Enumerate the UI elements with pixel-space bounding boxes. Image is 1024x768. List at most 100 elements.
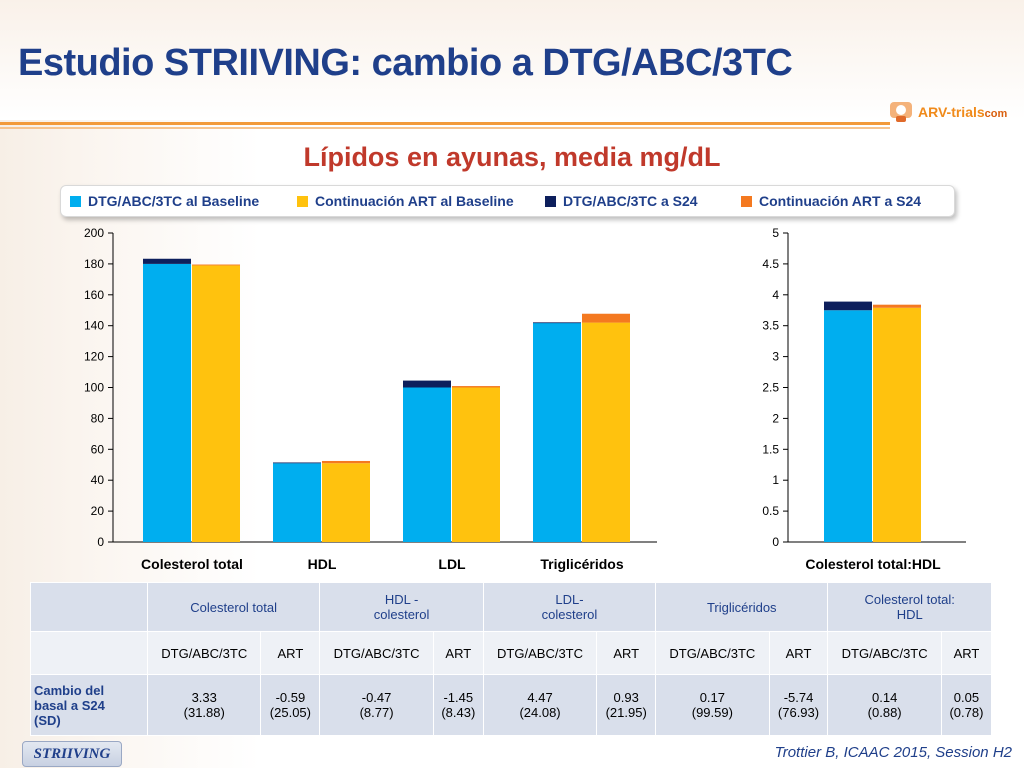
y-tick-label: 140 <box>84 319 104 333</box>
table-cell: 0.14 (0.88) <box>827 674 942 736</box>
lipids-bar-chart: 0 20 40 60 80 100 120 140 160 180 200 Colesterol to… <box>84 226 657 572</box>
y-tick-label: 160 <box>84 288 104 302</box>
chart-legend: DTG/ABC/3TC al Baseline Continuación ART… <box>60 185 955 217</box>
table-header-group: Colesterol total: HDL <box>827 582 992 632</box>
table-header-group: LDL-colesterol <box>482 582 657 632</box>
logo-suffix: com <box>984 108 1008 120</box>
bar-change-s24 <box>403 380 451 388</box>
table-subheader: ART <box>432 631 484 675</box>
table-header-group: Colesterol total <box>146 582 321 632</box>
legend-swatch-art-baseline <box>297 196 308 207</box>
table-subheader: ART <box>260 631 321 675</box>
table-subheader: ART <box>768 631 829 675</box>
chart-subtitle: Lípidos en ayunas, media mg/dL <box>303 142 721 172</box>
bar-change-s24 <box>533 322 581 324</box>
bar-change-s24 <box>452 386 500 388</box>
bar-change-s24 <box>322 460 370 464</box>
x-category-label: Triglicéridos <box>540 556 623 572</box>
table-cell: -0.47 (8.77) <box>319 674 434 736</box>
y-tick-label: 100 <box>84 381 104 395</box>
y-tick-label: 20 <box>91 504 105 518</box>
study-badge: STRIIVING <box>22 741 122 767</box>
bar-baseline <box>273 463 321 542</box>
logo-text: ARV-trialscom <box>918 104 1007 120</box>
table-corner-cell <box>30 631 148 675</box>
table-cell: 3.33 (31.88) <box>146 674 262 736</box>
y-tick-label: 5 <box>772 226 779 240</box>
title-divider-secondary <box>0 127 890 129</box>
title-divider <box>0 122 890 125</box>
y-tick-label: 1.5 <box>762 442 779 456</box>
bar-change-s24 <box>273 462 321 464</box>
legend-swatch-art-s24 <box>741 196 752 207</box>
lipid-change-table: Colesterol total HDL - colesterol LDL-col… <box>30 582 993 736</box>
y-tick-label: 120 <box>84 350 104 364</box>
y-tick-label: 2.5 <box>762 381 779 395</box>
logo-main: ARV-trials <box>918 104 985 120</box>
table-header-row: Colesterol total HDL - colesterol LDL-col… <box>30 582 992 632</box>
y-tick-label: 60 <box>91 442 105 456</box>
bar-baseline <box>533 322 581 542</box>
bar-baseline <box>452 387 500 542</box>
ratio-bar-chart: 0 0.5 1 1.5 2 2.5 3 3.5 4 4.5 5 Colesterol total:HD… <box>762 226 966 572</box>
citation: Trottier B, ICAAC 2015, Session H2 <box>774 744 1012 761</box>
bar-baseline <box>582 322 630 542</box>
table-subheader: DTG/ABC/3TC <box>482 631 598 675</box>
legend-label-dtg-s24: DTG/ABC/3TC a S24 <box>563 193 698 209</box>
y-tick-label: 3.5 <box>762 319 779 333</box>
legend-label-art-s24: Continuación ART a S24 <box>759 193 922 209</box>
table-subheader: ART <box>940 631 993 675</box>
y-tick-label: 0 <box>97 535 104 549</box>
table-cell: -0.59 (25.05) <box>260 674 321 736</box>
y-tick-label: 0.5 <box>762 504 779 518</box>
table-subheader: DTG/ABC/3TC <box>319 631 434 675</box>
table-subheader-row: DTG/ABC/3TC ART DTG/ABC/3TC ART DTG/ABC/… <box>30 631 993 675</box>
bar-baseline <box>873 307 921 542</box>
table-row: Cambio del basal a S24 (SD) 3.33 (31.88) -0… <box>30 674 993 736</box>
table-subheader: DTG/ABC/3TC <box>827 631 942 675</box>
y-tick-label: 3 <box>772 350 779 364</box>
y-tick-label: 180 <box>84 257 104 271</box>
table-cell: -1.45 (8.43) <box>432 674 484 736</box>
bar-baseline <box>322 463 370 542</box>
y-tick-label: 200 <box>84 226 104 240</box>
y-tick-label: 4 <box>772 288 779 302</box>
table-row-label: Cambio del basal a S24 (SD) <box>30 674 148 736</box>
page-title: Estudio STRIIVING: cambio a DTG/ABC/3TC <box>18 42 793 84</box>
table-subheader: DTG/ABC/3TC <box>655 631 770 675</box>
table-subheader: DTG/ABC/3TC <box>146 631 262 675</box>
bar-change-s24 <box>143 258 191 264</box>
x-category-label: LDL <box>438 556 466 572</box>
y-tick-label: 80 <box>91 411 105 425</box>
y-tick-label: 0 <box>772 535 779 549</box>
table-corner-cell <box>30 582 148 632</box>
y-tick-label: 1 <box>772 473 779 487</box>
table-header-group: Triglicéridos <box>655 582 829 632</box>
y-tick-label: 2 <box>772 411 779 425</box>
x-category-label: Colesterol total <box>141 556 243 572</box>
bar-baseline <box>192 265 240 542</box>
bar-change-s24 <box>192 264 240 266</box>
x-category-label: Colesterol total:HDL <box>805 556 941 572</box>
y-tick-label: 4.5 <box>762 257 779 271</box>
legend-label-art-baseline: Continuación ART al Baseline <box>315 193 514 209</box>
table-cell: 0.17 (99.59) <box>655 674 770 736</box>
bar-change-s24 <box>873 304 921 308</box>
arv-trials-logo-icon <box>890 102 912 122</box>
table-cell: 4.47 (24.08) <box>482 674 598 736</box>
table-cell: 0.93 (21.95) <box>596 674 657 736</box>
table-subheader: ART <box>596 631 657 675</box>
table-cell: -5.74 (76.93) <box>768 674 829 736</box>
bar-baseline <box>403 387 451 542</box>
bar-baseline <box>143 263 191 542</box>
table-cell: 0.05 (0.78) <box>940 674 993 736</box>
bar-change-s24 <box>582 313 630 323</box>
y-tick-label: 40 <box>91 473 105 487</box>
x-category-label: HDL <box>308 556 337 572</box>
legend-swatch-dtg-s24 <box>545 196 556 207</box>
bar-change-s24 <box>824 301 872 311</box>
legend-swatch-dtg-baseline <box>70 196 81 207</box>
table-header-group: HDL - colesterol <box>319 582 484 632</box>
header-background <box>0 0 1024 120</box>
bar-baseline <box>824 310 872 542</box>
